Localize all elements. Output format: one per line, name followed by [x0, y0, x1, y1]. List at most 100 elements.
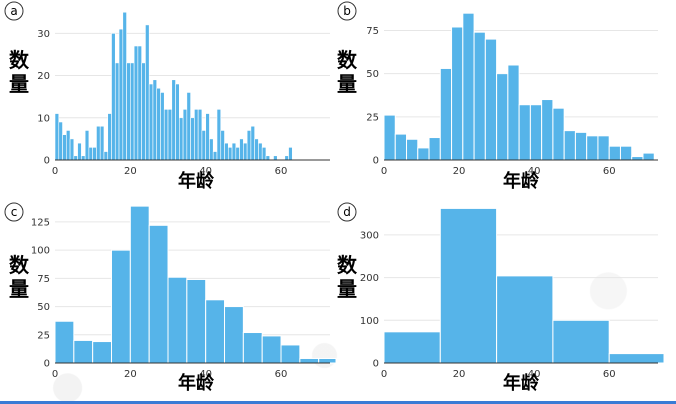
histogram-bar [103, 151, 109, 161]
histogram-bar [88, 147, 93, 161]
histogram-bar [163, 109, 169, 161]
y-axis-label-char: 量 [337, 277, 357, 301]
histogram-bar [227, 147, 233, 161]
y-tick-label: 30 [37, 29, 50, 40]
histogram-bar [205, 299, 226, 364]
histogram-bar [518, 104, 531, 161]
panel-label-circle [4, 202, 24, 222]
histogram-bar [186, 92, 191, 161]
x-tick-label: 40 [199, 369, 212, 380]
panel-label: b [343, 4, 351, 18]
histogram-bar [54, 113, 60, 161]
y-axis-label-char: 量 [337, 72, 357, 96]
histogram-bar [552, 107, 565, 161]
histogram-bar [201, 130, 206, 161]
histogram-bar [586, 135, 599, 161]
histogram-bar [239, 138, 244, 161]
histogram-bar [126, 62, 131, 161]
histogram-bar [608, 145, 621, 161]
x-axis-label: 年龄 [178, 372, 215, 394]
histogram-bar [563, 130, 576, 161]
x-tick-label: 40 [199, 166, 212, 177]
y-tick-label: 300 [360, 230, 379, 241]
x-axis-label: 年龄 [503, 372, 540, 394]
histogram-bar [58, 121, 63, 161]
histogram-bar [92, 147, 97, 161]
histogram-bar [280, 344, 301, 364]
histogram-bar [496, 73, 509, 161]
histogram-bar [273, 155, 278, 161]
histogram-bar [62, 134, 67, 161]
histogram-bar [231, 142, 237, 161]
histogram-bar [597, 135, 610, 161]
x-tick-label: 60 [603, 166, 616, 177]
histogram-bar [608, 353, 665, 364]
y-tick-label: 25 [366, 112, 379, 123]
y-tick-label: 10 [37, 113, 50, 124]
histogram-bar [216, 109, 222, 161]
histogram-bar [160, 92, 165, 161]
histogram-bar [261, 335, 282, 364]
y-axis-label-char: 数 [337, 48, 358, 72]
histogram-bar [145, 24, 150, 161]
x-tick-label: 20 [124, 166, 137, 177]
x-tick-label: 20 [453, 369, 466, 380]
panel-label-circle [337, 1, 357, 21]
x-tick-label: 40 [528, 166, 541, 177]
y-tick-label: 50 [366, 69, 379, 80]
histogram-bar [394, 133, 408, 161]
y-tick-label: 20 [37, 71, 50, 82]
histogram-bar [186, 278, 207, 364]
histogram-bar [406, 138, 419, 161]
y-tick-label: 0 [44, 359, 50, 370]
histogram-bar [73, 155, 78, 161]
histogram-bar [529, 104, 543, 161]
histogram-bar [209, 138, 214, 161]
y-tick-label: 125 [31, 217, 50, 228]
histogram-bar [428, 137, 441, 161]
histogram-bar [246, 130, 252, 161]
histogram-bar [66, 130, 71, 161]
histogram-bar [133, 45, 139, 161]
histogram-bar [258, 142, 263, 161]
y-tick-label: 50 [37, 302, 50, 313]
histogram-bar [224, 142, 229, 161]
histogram-bar [179, 117, 184, 161]
y-tick-label: 200 [360, 273, 379, 284]
panel-label-circle [337, 202, 357, 222]
x-tick-label: 40 [528, 369, 541, 380]
histogram-bar [484, 38, 498, 161]
x-axis-label: 年龄 [503, 170, 540, 192]
panel-label-circle [4, 1, 24, 21]
x-tick-label: 0 [381, 166, 387, 177]
histogram-bar [69, 138, 75, 161]
histogram-bar [284, 155, 289, 161]
x-tick-label: 60 [603, 369, 616, 380]
histogram-bar [92, 341, 113, 364]
histogram-bar [552, 319, 610, 364]
histogram-bar [462, 12, 475, 161]
histogram-bar [96, 125, 101, 161]
y-tick-label: 0 [44, 156, 50, 167]
histogram-bar [254, 138, 259, 161]
y-tick-label: 0 [373, 156, 379, 167]
histogram-bar [84, 130, 90, 161]
histogram-bar [619, 145, 633, 161]
histogram-bar [383, 114, 396, 161]
histogram-bar [574, 131, 588, 161]
panel-label: c [11, 205, 18, 219]
histogram-bar [496, 275, 554, 364]
histogram-bar [318, 357, 337, 364]
histogram-bar [235, 147, 240, 161]
x-tick-label: 20 [124, 369, 137, 380]
histogram-bar [194, 109, 199, 161]
y-axis-label-char: 数 [337, 253, 358, 277]
bottom-strip [0, 401, 676, 404]
histogram-bar [156, 87, 161, 161]
x-axis-label: 年龄 [178, 170, 215, 192]
x-tick-label: 0 [52, 369, 58, 380]
histogram-bar [152, 79, 158, 161]
x-tick-label: 0 [381, 369, 387, 380]
histogram-bar [118, 28, 124, 161]
